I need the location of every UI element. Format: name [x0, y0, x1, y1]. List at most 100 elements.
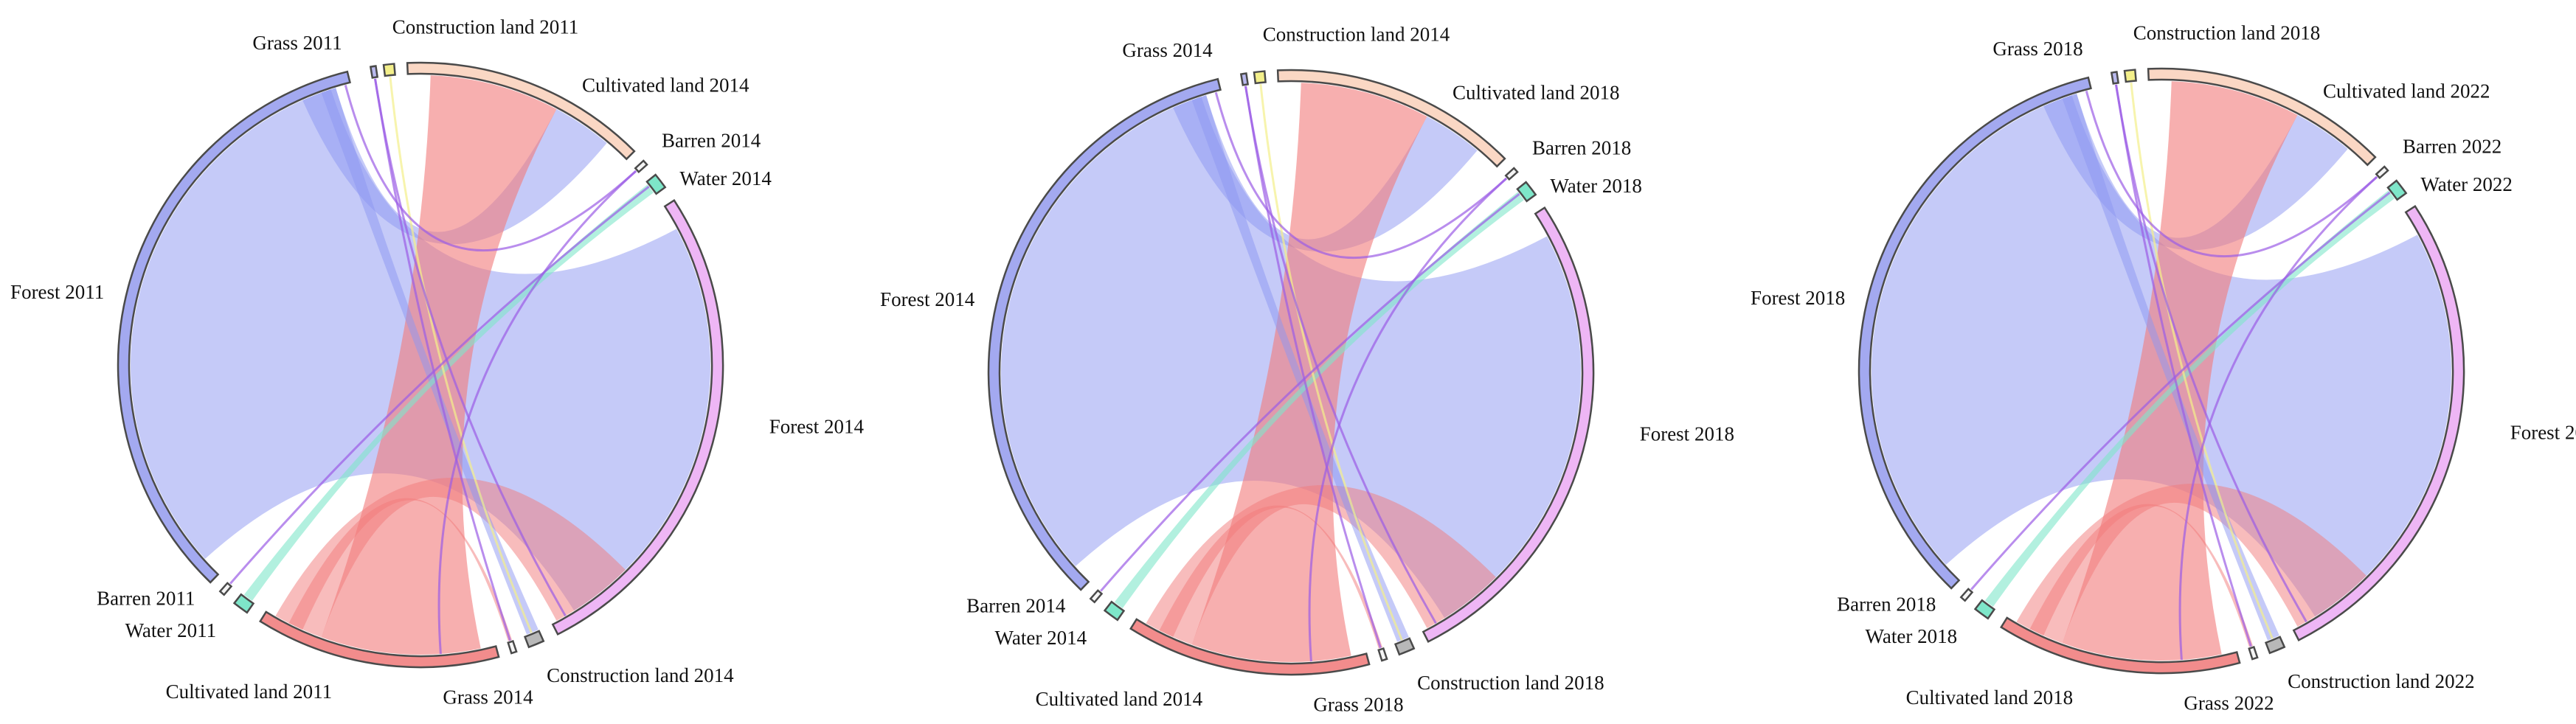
arc-construction-source — [382, 63, 396, 77]
arc-grass-source — [1239, 72, 1250, 86]
arc-grass-source — [369, 65, 379, 79]
line-cultivated-to-barren — [1308, 177, 1508, 662]
arc-construction-source — [2123, 69, 2137, 83]
line-forest-to-barren — [2085, 91, 2378, 258]
label-target-forest: Forest 2022 — [2510, 421, 2576, 443]
line-construction-to-construction — [389, 76, 533, 633]
label-target-grass: Grass 2014 — [443, 686, 533, 708]
label-source-water: Water 2011 — [125, 619, 217, 641]
arc-cultivated-source — [1129, 618, 1371, 676]
label-target-construction: Construction land 2018 — [1417, 672, 1604, 694]
label-source-grass: Grass 2018 — [1992, 38, 2082, 60]
label-target-forest: Forest 2014 — [769, 415, 865, 437]
arc-forest-source — [1857, 76, 2092, 590]
arc-water-source — [1973, 599, 1996, 620]
ribbons — [1001, 83, 1582, 663]
arc-cultivated-target — [406, 61, 636, 161]
label-source-cultivated: Cultivated land 2018 — [1906, 686, 2073, 709]
arc-barren-target — [2375, 165, 2389, 180]
category-labels: Forest 2018 Cultivated land 2018 Barren 20… — [880, 24, 1734, 716]
arc-barren-source — [218, 582, 233, 596]
line-cultivated-to-barren — [437, 170, 637, 655]
label-source-grass: Grass 2011 — [252, 32, 342, 54]
label-target-cultivated: Cultivated land 2018 — [1453, 82, 1619, 104]
label-target-cultivated: Cultivated land 2014 — [582, 74, 749, 97]
arc-barren-target — [1504, 167, 1519, 181]
arc-water-source — [1103, 600, 1126, 622]
ribbon-forest-to-construction — [1191, 95, 1409, 642]
label-source-forest: Forest 2011 — [10, 281, 104, 303]
label-target-construction: Construction land 2014 — [547, 664, 734, 686]
line-grass-to-forest — [374, 78, 567, 617]
arc-water-target — [1516, 181, 1537, 203]
label-source-grass: Grass 2014 — [1122, 39, 1213, 61]
line-barren-to-water — [1970, 191, 2391, 591]
arc-cultivated-source — [2000, 616, 2241, 675]
arc-grass-target — [2248, 646, 2259, 661]
label-target-construction: Construction land 2022 — [2288, 670, 2474, 692]
line-grass-to-forest — [1244, 86, 1437, 624]
label-source-barren: Barren 2011 — [97, 588, 195, 610]
arc-forest-target — [2292, 204, 2465, 641]
arc-cultivated-target — [1276, 69, 1506, 168]
chord-diagram-2: Forest 2018 Cultivated land 2018 Barren 20… — [880, 24, 1734, 716]
arc-water-target — [645, 173, 667, 195]
chord-diagram-1: Forest 2014 Cultivated land 2014 Barren 20… — [10, 16, 864, 709]
line-construction-to-construction — [1259, 83, 1403, 641]
label-source-cultivated: Cultivated land 2011 — [166, 681, 332, 703]
label-target-water: Water 2018 — [1550, 175, 1642, 197]
label-target-grass: Grass 2018 — [1313, 693, 1403, 715]
category-arcs — [1857, 67, 2465, 675]
line-grass-to-grass — [1244, 86, 1382, 649]
label-target-forest: Forest 2018 — [1640, 422, 1734, 445]
arc-barren-source — [1959, 588, 1974, 602]
arc-construction-target — [2264, 636, 2286, 655]
line-forest-to-barren — [1214, 92, 1508, 260]
line-cultivated-to-barren — [2178, 175, 2378, 661]
arc-grass-source — [2110, 71, 2120, 85]
category-labels: Forest 2022 Cultivated land 2022 Barren 20… — [1751, 22, 2576, 714]
line-construction-to-construction — [2130, 82, 2274, 639]
arc-water-source — [232, 593, 255, 614]
ribbons — [1872, 81, 2451, 661]
ribbon-forest-to-construction — [321, 88, 539, 635]
label-target-water: Water 2022 — [2420, 173, 2513, 195]
arc-construction-source — [1253, 70, 1267, 85]
ribbon-forest-to-cultivated — [2043, 94, 2348, 251]
label-source-forest: Forest 2014 — [880, 288, 975, 310]
category-arcs — [117, 61, 724, 669]
arc-grass-target — [507, 640, 518, 655]
arc-forest-target — [1422, 206, 1595, 643]
line-grass-to-forest — [2115, 84, 2307, 623]
arc-cultivated-source — [259, 610, 500, 669]
line-barren-to-water — [1100, 192, 1520, 592]
label-source-construction: Construction land 2018 — [2133, 22, 2320, 44]
arc-forest-source — [987, 77, 1222, 591]
arc-cultivated-target — [2147, 67, 2377, 167]
label-source-water: Water 2014 — [995, 627, 1087, 649]
ribbon-forest-to-cultivated — [302, 88, 607, 245]
label-source-water: Water 2018 — [1866, 625, 1958, 647]
label-target-barren: Barren 2014 — [662, 130, 761, 152]
label-source-cultivated: Cultivated land 2014 — [1036, 688, 1203, 710]
ribbon-forest-to-construction — [2062, 94, 2279, 641]
ribbon-forest-to-cultivated — [1173, 95, 1478, 252]
category-arcs — [987, 69, 1595, 676]
arc-forest-target — [551, 198, 724, 636]
arc-barren-target — [634, 159, 648, 174]
label-source-construction: Construction land 2011 — [392, 16, 578, 38]
line-grass-to-grass — [2115, 84, 2252, 647]
label-target-cultivated: Cultivated land 2022 — [2323, 80, 2490, 102]
label-target-barren: Barren 2022 — [2403, 136, 2501, 158]
label-source-barren: Barren 2014 — [966, 595, 1066, 617]
arc-construction-target — [523, 630, 545, 649]
arc-grass-target — [1377, 647, 1388, 662]
label-source-construction: Construction land 2014 — [1263, 24, 1450, 46]
label-target-grass: Grass 2022 — [2184, 692, 2274, 714]
category-labels: Forest 2014 Cultivated land 2014 Barren 20… — [10, 16, 864, 709]
ribbons — [131, 75, 710, 655]
arc-construction-target — [1393, 637, 1416, 656]
line-forest-to-barren — [344, 85, 637, 252]
label-source-forest: Forest 2018 — [1751, 287, 1845, 309]
